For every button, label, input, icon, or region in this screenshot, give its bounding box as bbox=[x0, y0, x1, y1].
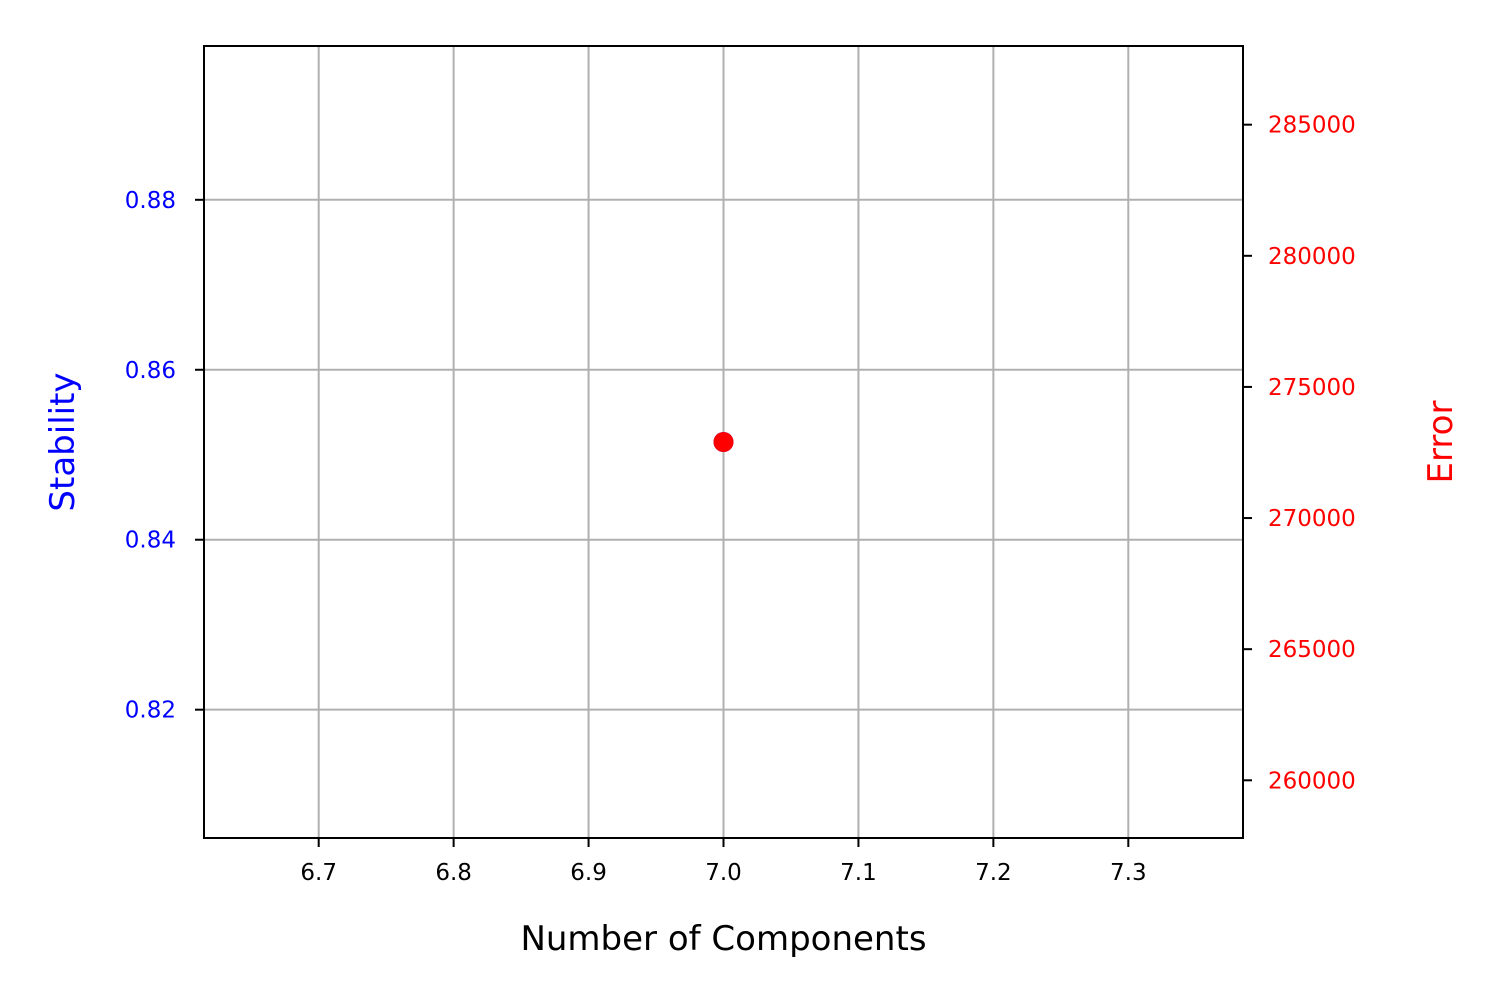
tick-labels: 6.7 6.8 6.9 7.0 7.1 7.2 7.3 0.82 0.84 0.86 0.88 260… bbox=[125, 113, 1356, 886]
y-right-tick-label: 275000 bbox=[1268, 375, 1356, 401]
x-tick-label: 6.7 bbox=[300, 860, 337, 886]
x-tick-label: 7.3 bbox=[1110, 860, 1147, 886]
grid bbox=[204, 46, 1243, 838]
y-right-tick-label: 270000 bbox=[1268, 506, 1356, 532]
y-right-tick-label: 260000 bbox=[1268, 768, 1356, 794]
y-axis-right-title: Error bbox=[1421, 401, 1461, 484]
y-left-tick-label: 0.84 bbox=[125, 528, 176, 554]
x-tick-label: 6.9 bbox=[570, 860, 607, 886]
y-left-tick-label: 0.82 bbox=[125, 698, 176, 724]
x-tick-label: 7.0 bbox=[705, 860, 742, 886]
x-tick-label: 7.1 bbox=[840, 860, 877, 886]
y-right-tick-label: 265000 bbox=[1268, 637, 1356, 663]
x-tick-label: 7.2 bbox=[975, 860, 1012, 886]
data-marks bbox=[713, 432, 734, 452]
y-left-tick-label: 0.86 bbox=[125, 358, 176, 384]
y-axis-left-title: Stability bbox=[43, 372, 83, 511]
tick-marks bbox=[195, 123, 1252, 847]
y-left-tick-label: 0.88 bbox=[125, 188, 176, 214]
y-right-tick-label: 285000 bbox=[1268, 113, 1356, 139]
right-series-point bbox=[713, 432, 734, 452]
x-tick-label: 6.8 bbox=[435, 860, 472, 886]
y-right-tick-label: 280000 bbox=[1268, 244, 1356, 270]
x-axis-title: Number of Components bbox=[520, 919, 926, 959]
